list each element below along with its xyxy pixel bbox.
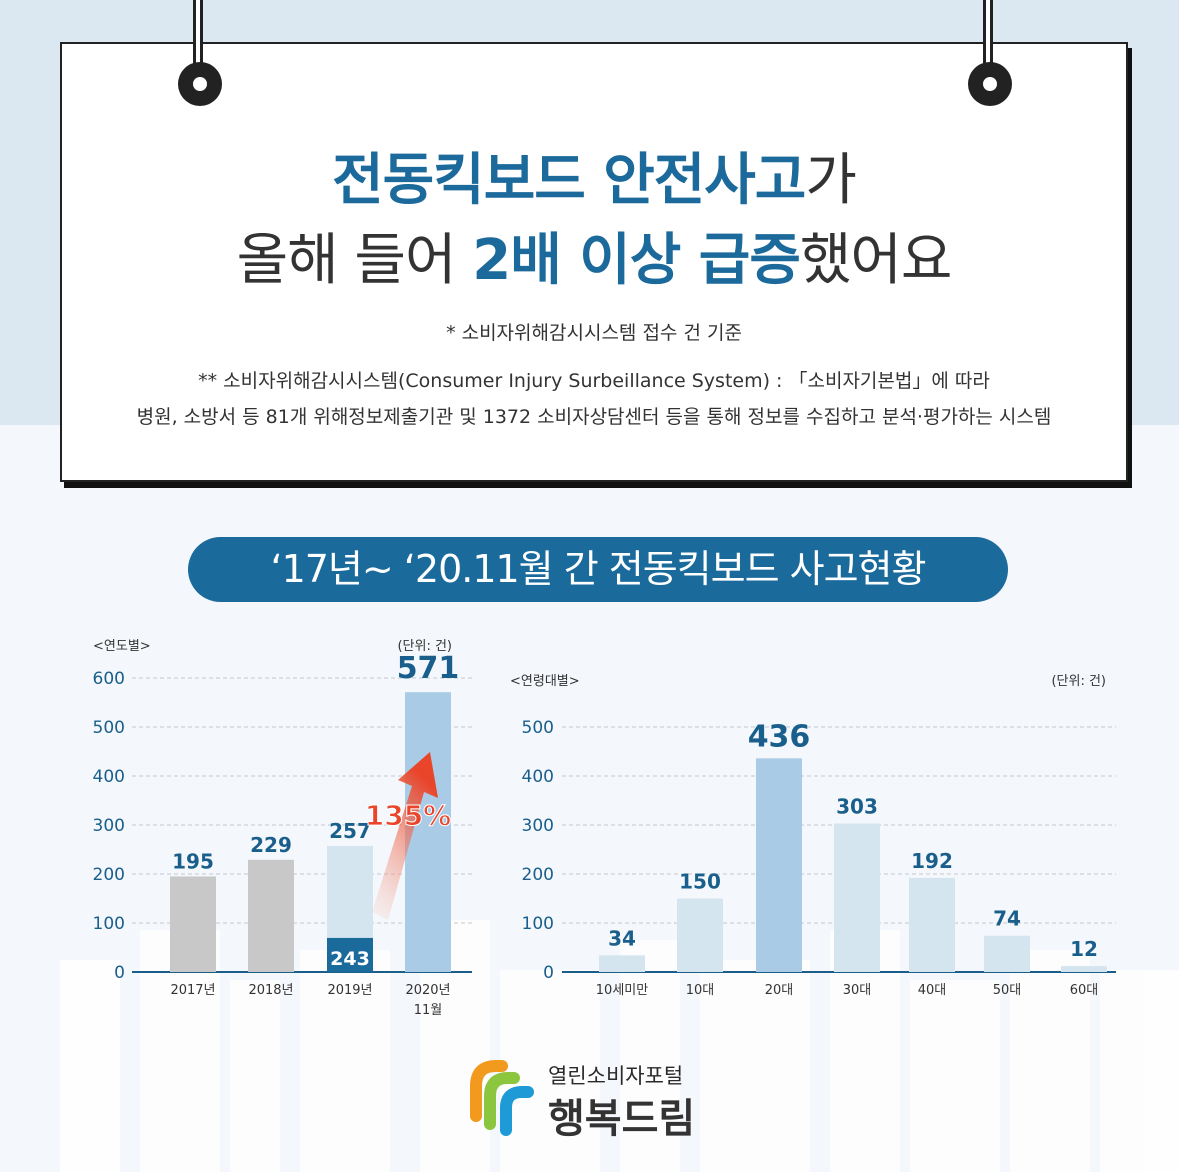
y-tick-label: 100 — [93, 914, 125, 934]
x-tick-label: 2018년 — [248, 983, 293, 998]
yearly-accident-chart: <연도별> (단위: 건) 0 100 200 300 400 500 600 195 2017년 2… — [93, 639, 472, 1018]
bar — [1061, 966, 1107, 972]
x-tick-label: 2019년 — [327, 983, 372, 998]
headline-tail-2: 했어요 — [799, 228, 953, 293]
hanging-string-right — [983, 0, 993, 72]
notice-board — [60, 42, 1128, 482]
x-tick-label: 10대 — [686, 983, 715, 998]
y-tick-label: 400 — [93, 767, 125, 787]
chart-title: <연도별> — [93, 639, 151, 654]
logo-title: 행복드림 — [548, 1096, 696, 1142]
y-tick-label: 300 — [522, 816, 554, 836]
age-group-accident-chart: <연령대별> (단위: 건) 0 100 200 300 400 500 34 10세미만 150 1… — [510, 674, 1116, 998]
y-tick-label: 300 — [93, 816, 125, 836]
x-tick-label: 2017년 — [170, 983, 215, 998]
logo-subtitle: 열린소비자포털 — [548, 1064, 684, 1088]
x-tick-label: 40대 — [918, 983, 947, 998]
headline-tail-1: 가 — [805, 148, 857, 213]
footnote-1: * 소비자위해감시시스템 접수 건 기준 — [446, 322, 742, 344]
data-label: 257 — [329, 819, 371, 843]
inner-bar-label: 243 — [330, 948, 370, 970]
unit-label: (단위: 건) — [397, 639, 452, 654]
chart-title: <연령대별> — [510, 674, 580, 689]
bar — [248, 859, 294, 972]
data-label: 12 — [1070, 937, 1098, 961]
y-tick-label: 0 — [114, 963, 125, 983]
headline-head-2: 올해 들어 — [236, 228, 473, 293]
section-title: ‘17년~ ‘20.11월 간 전동킥보드 사고현황 — [188, 537, 1008, 602]
x-tick-label: 11월 — [414, 1003, 443, 1018]
headline-line-1: 전동킥보드 안전사고가 — [60, 135, 1128, 216]
footnote-3: 병원, 소방서 등 81개 위해정보제출기관 및 1372 소비자상담센터 등을… — [136, 406, 1052, 428]
y-tick-label: 500 — [93, 718, 125, 738]
x-tick-label: 10세미만 — [596, 983, 648, 998]
data-label: 192 — [911, 849, 953, 873]
y-tick-label: 500 — [522, 718, 554, 738]
y-tick-label: 600 — [93, 669, 125, 689]
data-label: 74 — [993, 907, 1021, 931]
logo-icon — [470, 1060, 534, 1136]
y-tick-label: 400 — [522, 767, 554, 787]
hanging-string-left — [193, 0, 203, 72]
ring-hole-right — [968, 62, 1012, 106]
growth-arrow — [372, 752, 438, 920]
x-tick-label: 30대 — [843, 983, 872, 998]
data-label: 150 — [679, 870, 721, 894]
y-tick-label: 200 — [93, 865, 125, 885]
footnote-2: ** 소비자위해감시시스템(Consumer Injury Surbeillan… — [198, 370, 990, 392]
x-tick-label: 50대 — [993, 983, 1022, 998]
data-label: 571 — [397, 651, 460, 686]
y-tick-label: 100 — [522, 914, 554, 934]
y-tick-label: 0 — [543, 963, 554, 983]
data-label: 436 — [748, 719, 811, 754]
data-label: 303 — [836, 795, 878, 819]
x-tick-label: 60대 — [1070, 983, 1099, 998]
ring-hole-left — [178, 62, 222, 106]
bar — [909, 877, 955, 972]
inner-bar — [327, 937, 373, 972]
growth-annotation: 135% — [365, 799, 452, 832]
unit-label: (단위: 건) — [1051, 674, 1106, 689]
bar — [834, 823, 880, 972]
bar — [599, 955, 645, 972]
headline-line-2: 올해 들어 2배 이상 급증했어요 — [60, 215, 1128, 296]
data-label: 195 — [172, 849, 214, 873]
city-skyline-background — [60, 920, 1179, 1172]
x-tick-label: 2020년 — [405, 983, 450, 998]
headline-highlight-2: 2배 이상 급증 — [472, 228, 801, 293]
data-label: 34 — [608, 926, 636, 950]
bar — [677, 898, 723, 972]
bar — [756, 758, 802, 972]
x-tick-label: 20대 — [765, 983, 794, 998]
bar — [984, 935, 1030, 972]
y-tick-label: 200 — [522, 865, 554, 885]
bar — [170, 876, 216, 972]
data-label: 229 — [250, 833, 292, 857]
headline-highlight-1: 전동킥보드 안전사고 — [332, 148, 806, 213]
